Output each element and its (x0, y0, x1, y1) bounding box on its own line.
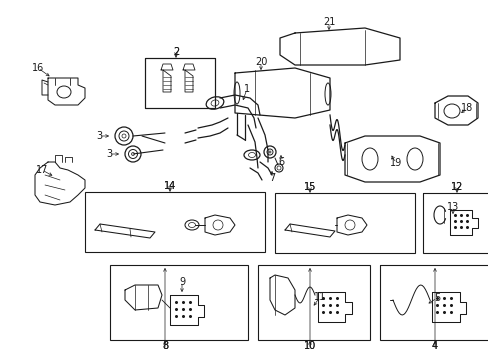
Bar (145, 58, 215, 108)
Text: 3: 3 (96, 131, 102, 141)
Text: 1: 1 (244, 84, 249, 94)
Bar (258, 265, 369, 340)
Text: 14: 14 (163, 181, 176, 191)
Text: 2: 2 (173, 47, 179, 57)
Text: 18: 18 (460, 103, 472, 113)
Bar (422, 193, 488, 253)
Text: 10: 10 (303, 341, 315, 351)
Text: 15: 15 (303, 182, 316, 192)
Text: 3: 3 (106, 149, 112, 159)
Text: 8: 8 (162, 341, 168, 351)
Text: 12: 12 (450, 182, 462, 192)
Text: 15: 15 (303, 182, 316, 192)
Text: 10: 10 (303, 341, 315, 351)
Text: 4: 4 (431, 341, 437, 351)
Text: 4: 4 (431, 341, 437, 351)
Text: 20: 20 (254, 57, 266, 67)
Text: 7: 7 (268, 173, 275, 183)
Text: 5: 5 (433, 293, 439, 303)
Text: 6: 6 (277, 157, 284, 167)
Bar (110, 265, 247, 340)
Text: 21: 21 (322, 17, 334, 27)
Text: 16: 16 (32, 63, 44, 73)
Text: 12: 12 (450, 182, 462, 192)
Bar (85, 192, 264, 252)
Text: 19: 19 (389, 158, 401, 168)
Bar (274, 193, 414, 253)
Text: 11: 11 (313, 292, 325, 302)
Bar (379, 265, 488, 340)
Text: 14: 14 (163, 181, 176, 191)
Text: 9: 9 (179, 277, 184, 287)
Text: 8: 8 (162, 341, 168, 351)
Text: 13: 13 (446, 202, 458, 212)
Text: 2: 2 (173, 47, 179, 57)
Text: 17: 17 (36, 165, 48, 175)
Bar (145, 58, 215, 108)
